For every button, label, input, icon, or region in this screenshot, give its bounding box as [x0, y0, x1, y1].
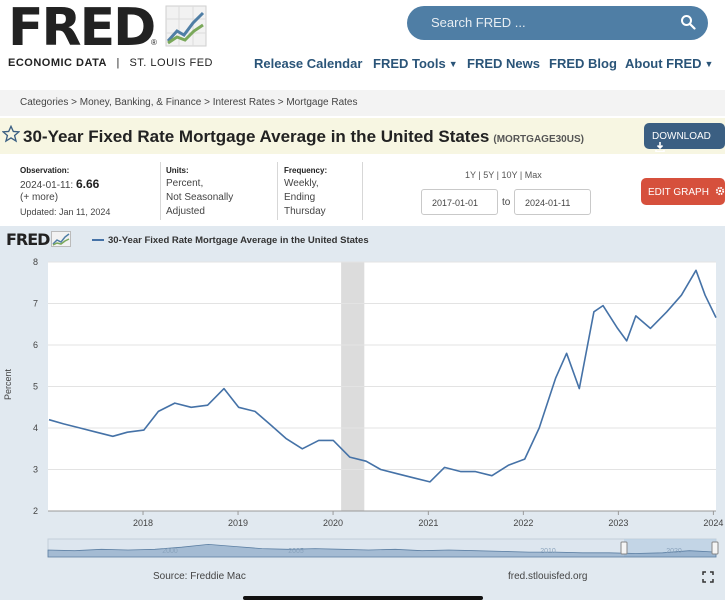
- units-line: Not Seasonally: [166, 192, 234, 203]
- observation-line: 2024-01-11: 6.66: [20, 177, 99, 193]
- more-observations-link[interactable]: (+ more): [20, 192, 59, 203]
- x-tick-label: 2018: [133, 518, 153, 528]
- x-tick-label: 2019: [228, 518, 248, 528]
- home-indicator: [243, 596, 483, 600]
- navigator-handle-left[interactable]: [620, 541, 628, 555]
- download-label: DOWNLOAD: [652, 131, 711, 142]
- x-tick-label: 2022: [513, 518, 533, 528]
- gear-icon: [715, 186, 724, 196]
- fred-logo-chart-icon: [51, 231, 72, 247]
- search-placeholder: Search FRED ...: [431, 15, 526, 30]
- range-separator: |: [496, 170, 499, 180]
- observation-value: 6.66: [75, 177, 100, 191]
- units-line: Adjusted: [166, 206, 205, 217]
- fred-url[interactable]: fred.stlouisfed.org: [508, 571, 588, 582]
- fred-logo[interactable]: FRED: [8, 0, 156, 58]
- tagline-org: ST. LOUIS FED: [129, 57, 213, 69]
- nav-about-fred[interactable]: About FRED ▼: [625, 56, 713, 71]
- search-input[interactable]: Search FRED ...: [407, 6, 708, 40]
- series-title-text: 30-Year Fixed Rate Mortgage Average in t…: [23, 127, 490, 146]
- y-tick-label: 7: [33, 299, 38, 309]
- chevron-down-icon: ▼: [704, 59, 714, 69]
- x-tick-label: 2023: [608, 518, 628, 528]
- nav-fred-tools[interactable]: FRED Tools ▼: [373, 56, 458, 71]
- graph-fred-logo: FRED: [6, 230, 72, 249]
- frequency-label: Frequency:: [284, 166, 328, 175]
- frequency-line: Ending: [284, 192, 316, 203]
- series-line: [48, 269, 717, 483]
- navigator-handle-right[interactable]: [711, 541, 719, 555]
- navigator-label: 2005: [288, 548, 304, 555]
- registered-mark: ®: [151, 38, 157, 47]
- range-5y[interactable]: 5Y: [483, 170, 495, 180]
- frequency-value: Weekly, Ending Thursday: [284, 177, 326, 219]
- graph-brand: FRED: [6, 230, 50, 249]
- date-range-shortcuts: 1Y | 5Y | 10Y | Max: [465, 170, 542, 180]
- navigator-area: [47, 543, 717, 558]
- chart-legend[interactable]: 30-Year Fixed Rate Mortgage Average in t…: [92, 235, 369, 246]
- breadcrumb[interactable]: Categories > Money, Banking, & Finance >…: [0, 90, 725, 116]
- navigator-label: 2020: [666, 548, 682, 555]
- chart-source: Source: Freddie Mac: [153, 571, 246, 582]
- y-tick-label: 8: [33, 257, 38, 267]
- page-title: 30-Year Fixed Rate Mortgage Average in t…: [23, 127, 584, 147]
- search-icon[interactable]: [680, 14, 696, 30]
- x-tick-label: 2021: [418, 518, 438, 528]
- series-id: (MORTGAGE30US): [493, 134, 584, 145]
- edit-graph-label: EDIT GRAPH: [648, 187, 709, 198]
- divider: [362, 162, 363, 220]
- nav-about-fred-label: About FRED: [625, 56, 702, 71]
- y-tick-label: 5: [33, 382, 38, 392]
- range-navigator[interactable]: 2000 2005 2010 2020: [47, 538, 719, 558]
- range-separator: |: [519, 170, 523, 180]
- units-value: Percent, Not Seasonally Adjusted: [166, 177, 233, 219]
- date-to-label: to: [502, 197, 511, 208]
- divider: [277, 162, 278, 220]
- tagline-separator: |: [116, 57, 120, 69]
- navigator-label: 2010: [540, 548, 556, 555]
- x-tick-label: 2020: [323, 518, 343, 528]
- y-tick-label: 3: [33, 465, 38, 475]
- favorite-star-icon[interactable]: [2, 125, 20, 143]
- divider: [160, 162, 161, 220]
- range-1y[interactable]: 1Y: [465, 170, 476, 180]
- observation-label: Observation:: [20, 166, 70, 175]
- chevron-down-icon: ▼: [448, 59, 458, 69]
- range-max[interactable]: Max: [524, 170, 542, 180]
- nav-release-calendar[interactable]: Release Calendar: [254, 56, 363, 71]
- end-date-input[interactable]: 2024-01-11: [514, 189, 591, 215]
- y-tick-label: 2: [33, 506, 38, 516]
- start-date-input[interactable]: 2017-01-01: [421, 189, 498, 215]
- range-10y[interactable]: 10Y: [501, 170, 518, 180]
- nav-fred-tools-label: FRED Tools: [373, 56, 446, 71]
- plot-area: 2 3 4 5 6 7 8 2018 2019 2020 2021 2022 2023 2024: [33, 257, 723, 528]
- observation-date: 2024-01-11:: [20, 180, 74, 191]
- navigator-label: 2000: [162, 548, 178, 555]
- frequency-line: Thursday: [284, 206, 326, 217]
- units-label: Units:: [166, 166, 189, 175]
- legend-label: 30-Year Fixed Rate Mortgage Average in t…: [108, 235, 369, 246]
- site-tagline: ECONOMIC DATA | ST. LOUIS FED: [8, 57, 213, 69]
- tagline-bold: ECONOMIC DATA: [8, 57, 107, 69]
- download-button[interactable]: DOWNLOAD: [644, 123, 725, 153]
- fullscreen-icon[interactable]: [702, 571, 714, 583]
- series-title-bar: 30-Year Fixed Rate Mortgage Average in t…: [0, 118, 725, 154]
- fred-logo-chart-icon: [165, 5, 207, 47]
- edit-graph-button[interactable]: EDIT GRAPH: [641, 178, 725, 205]
- frequency-line: Weekly,: [284, 178, 319, 189]
- units-line: Percent,: [166, 178, 204, 189]
- line-chart[interactable]: 2 3 4 5 6 7 8 2018 2019 2020 2021 2022 2023 2024 2000…: [0, 255, 725, 565]
- y-tick-label: 4: [33, 423, 38, 433]
- nav-fred-news[interactable]: FRED News: [467, 56, 540, 71]
- range-separator: |: [478, 170, 481, 180]
- site-header: FRED ® ECONOMIC DATA | ST. LOUIS FED Sea…: [0, 0, 725, 90]
- legend-swatch: [92, 239, 104, 242]
- download-icon: [655, 142, 665, 153]
- y-tick-label: 6: [33, 340, 38, 350]
- nav-fred-blog[interactable]: FRED Blog: [549, 56, 617, 71]
- x-tick-label: 2024: [703, 518, 723, 528]
- updated-date: Updated: Jan 11, 2024: [20, 207, 111, 217]
